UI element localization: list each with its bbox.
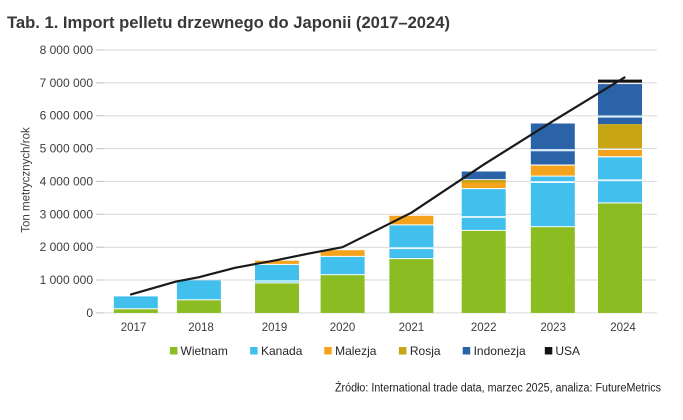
svg-text:2024: 2024	[610, 322, 636, 334]
svg-text:Źródło: International trade da: Źródło: International trade data, marzec…	[335, 382, 661, 395]
svg-text:2022: 2022	[471, 322, 497, 334]
svg-text:6 000 000: 6 000 000	[40, 109, 94, 123]
svg-text:Kanada: Kanada	[261, 344, 303, 358]
svg-text:2017: 2017	[121, 322, 147, 334]
svg-text:3 000 000: 3 000 000	[40, 207, 94, 221]
svg-text:2023: 2023	[540, 322, 566, 334]
svg-text:2021: 2021	[399, 322, 425, 334]
svg-text:2020: 2020	[330, 322, 356, 334]
svg-text:Tab. 1. Import pelletu drzewne: Tab. 1. Import pelletu drzewnego do Japo…	[7, 14, 450, 32]
svg-text:8 000 000: 8 000 000	[40, 43, 94, 57]
svg-text:2019: 2019	[262, 322, 288, 334]
svg-text:USA: USA	[555, 344, 580, 358]
svg-text:Ton metrycznych/rok: Ton metrycznych/rok	[21, 127, 33, 233]
svg-text:4 000 000: 4 000 000	[40, 174, 94, 188]
svg-text:2018: 2018	[188, 322, 214, 334]
svg-text:Wietnam: Wietnam	[181, 344, 228, 358]
svg-text:Indonezja: Indonezja	[474, 344, 526, 358]
svg-text:0: 0	[86, 306, 93, 320]
svg-text:Malezja: Malezja	[335, 344, 377, 358]
svg-text:2 000 000: 2 000 000	[40, 240, 94, 254]
svg-text:7 000 000: 7 000 000	[40, 76, 94, 90]
svg-text:1 000 000: 1 000 000	[40, 273, 94, 287]
svg-text:5 000 000: 5 000 000	[40, 142, 94, 156]
svg-text:Rosja: Rosja	[410, 344, 441, 358]
